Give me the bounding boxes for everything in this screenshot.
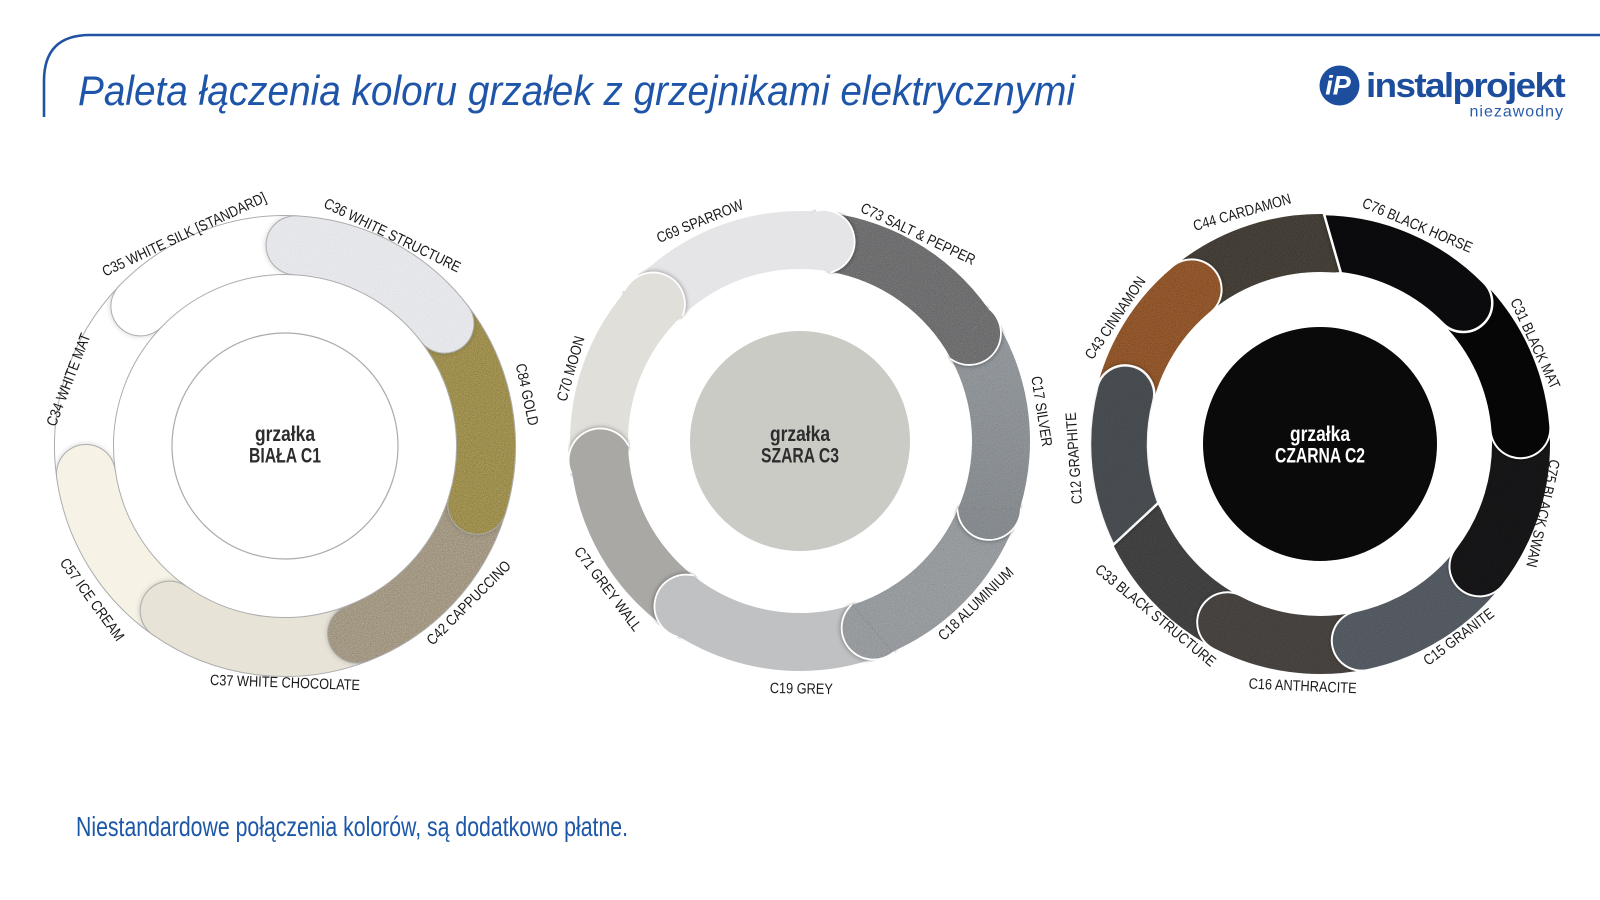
svg-text:grzałka: grzałka xyxy=(770,423,830,446)
svg-text:grzałka: grzałka xyxy=(255,423,315,446)
svg-text:C16 ANTHRACITE: C16 ANTHRACITE xyxy=(1248,676,1357,698)
svg-text:CZARNA C2: CZARNA C2 xyxy=(1275,445,1365,468)
svg-text:SZARA C3: SZARA C3 xyxy=(761,445,839,468)
svg-text:C12 GRAPHITE: C12 GRAPHITE xyxy=(1063,412,1086,505)
svg-text:C37 WHITE CHOCOLATE: C37 WHITE CHOCOLATE xyxy=(210,672,361,694)
svg-text:niezawodny: niezawodny xyxy=(1470,104,1565,121)
svg-text:BIAŁA C1: BIAŁA C1 xyxy=(249,445,321,468)
svg-text:Niestandardowe połączenia kolo: Niestandardowe połączenia kolorów, są do… xyxy=(76,811,628,842)
svg-text:instalprojekt: instalprojekt xyxy=(1366,67,1566,105)
svg-text:grzałka: grzałka xyxy=(1290,423,1350,446)
svg-text:iP: iP xyxy=(1325,71,1352,101)
svg-text:Paleta łączenia koloru grzałek: Paleta łączenia koloru grzałek z grzejni… xyxy=(78,67,1077,114)
svg-text:C19 GREY: C19 GREY xyxy=(770,680,833,698)
